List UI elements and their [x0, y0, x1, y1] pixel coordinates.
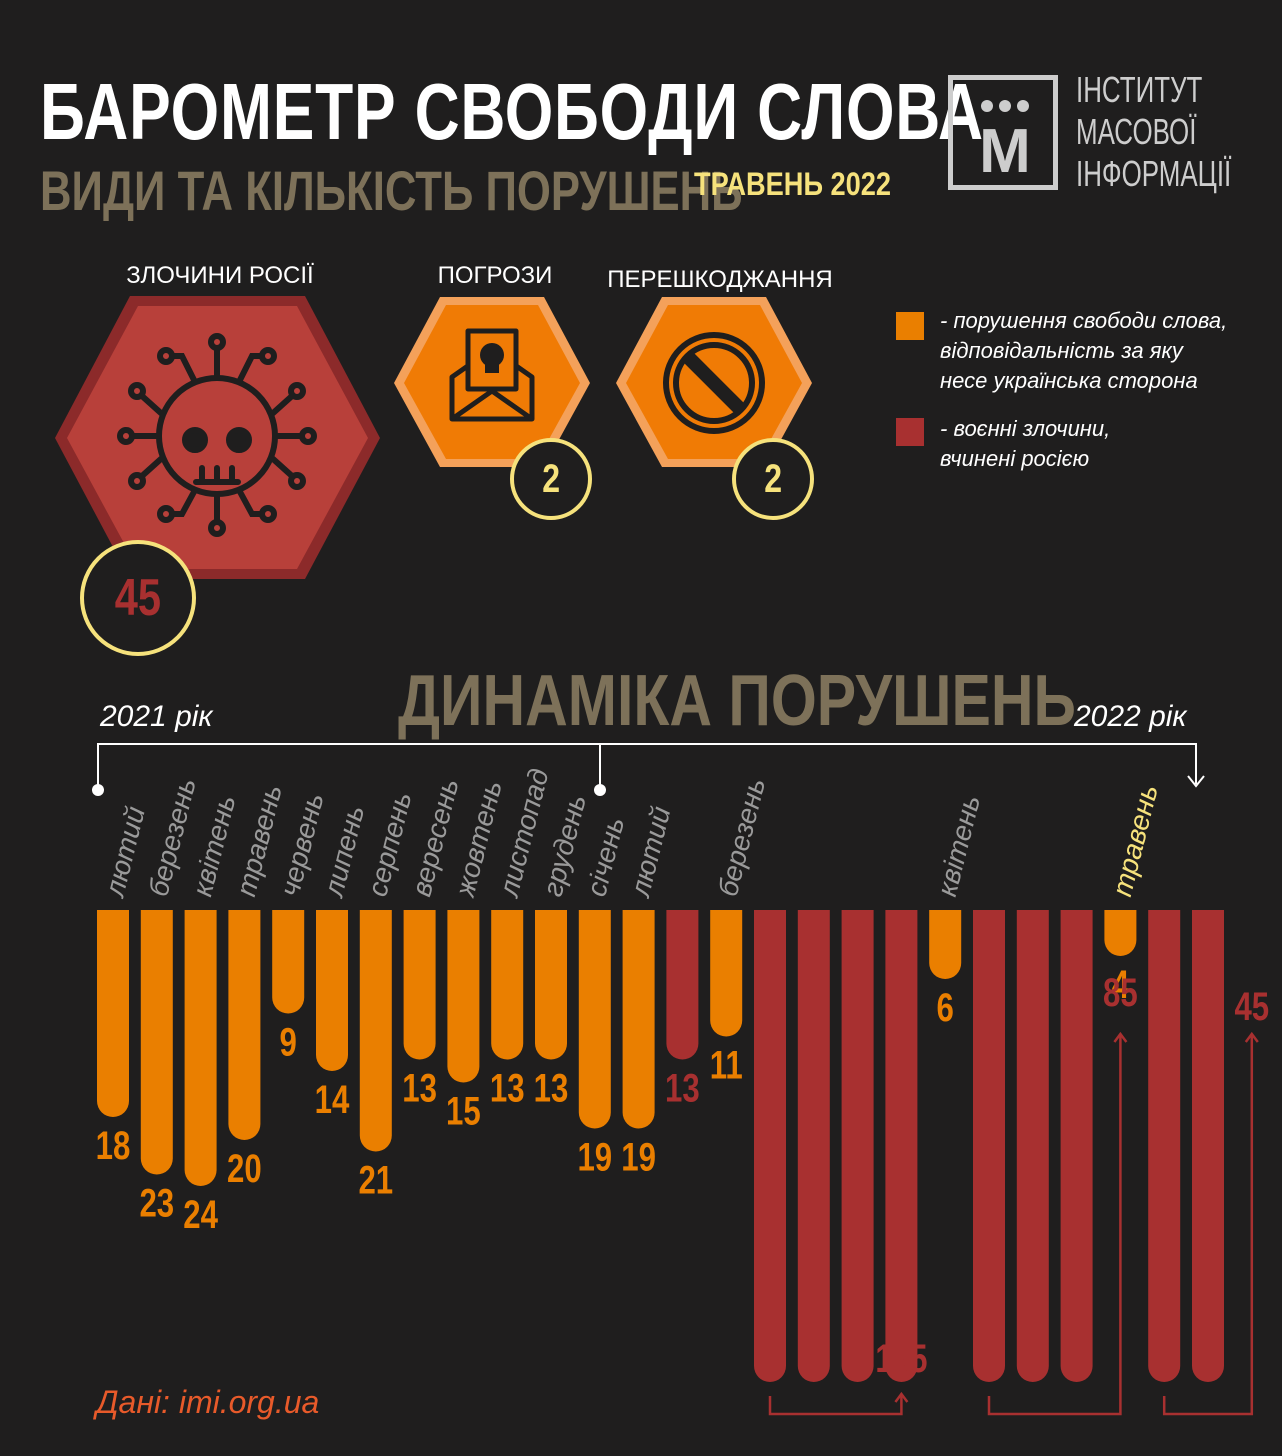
category-label-threats: ПОГРОЗИ — [437, 262, 553, 289]
legend-text-russia-2: вчинені росією — [940, 446, 1090, 471]
bar-value-label: 14 — [315, 1077, 350, 1122]
chart-bar — [140, 910, 173, 1175]
chart-bar — [973, 910, 1005, 1382]
category-label-obstruction: ПЕРЕШКОДЖАННЯ — [607, 266, 833, 293]
threats-count: 2 — [510, 438, 592, 520]
chart-bar — [403, 910, 436, 1060]
russia-crimes-count: 45 — [80, 540, 196, 656]
chart-bar — [797, 910, 830, 1382]
bar-value-label: 9 — [280, 1020, 297, 1065]
group-total-label: 85 — [1103, 970, 1138, 1015]
logo-line-1: ІНСТИТУТ — [1076, 69, 1203, 110]
year-end-label: 2022 рік — [1074, 700, 1187, 733]
group-arrow — [894, 1391, 909, 1403]
chart-bar — [228, 910, 261, 1140]
group-bracket — [768, 1396, 903, 1416]
legend-text-ukraine-3: несе українська сторона — [940, 368, 1198, 393]
bar-value-label: 13 — [534, 1066, 569, 1111]
bar-value-label: 6 — [937, 985, 954, 1030]
group-arrow — [1244, 1031, 1259, 1043]
page-subtitle: ВИДИ ТА КІЛЬКІСТЬ ПОРУШЕНЬ — [40, 159, 743, 222]
group-arrow — [1113, 1031, 1128, 1043]
month-label: квітень — [931, 792, 986, 900]
month-label: травень — [1106, 781, 1164, 899]
bar-value-label: 11 — [710, 1043, 743, 1088]
chart-bar — [622, 910, 655, 1129]
obstruction-count: 2 — [732, 438, 814, 520]
timeline-mid-dot — [594, 784, 606, 796]
bar-value-label: 13 — [665, 1066, 700, 1111]
skull-circuit-icon — [117, 333, 317, 537]
category-label-russia: ЗЛОЧИНИ РОСІЇ — [126, 262, 314, 289]
obstruction-hexagon — [616, 297, 812, 467]
legend-text-russia-1: - воєнні злочини, — [940, 416, 1111, 441]
logo-line-2: МАСОВОЇ — [1076, 111, 1197, 152]
month-label: березень — [712, 775, 771, 899]
bar-value-label: 23 — [139, 1181, 174, 1226]
bar-value-label: 13 — [402, 1066, 437, 1111]
bar-value-label: 19 — [577, 1135, 612, 1180]
month-label: січень — [581, 814, 631, 900]
group-total-label: 155 — [875, 1336, 927, 1381]
month-label: лютий — [624, 803, 677, 901]
legend-swatch-russia — [896, 418, 924, 446]
bar-value-label: 13 — [490, 1066, 525, 1111]
bar-value-label: 21 — [358, 1158, 393, 1203]
threat-envelope-icon — [449, 328, 535, 422]
chart-bar — [535, 910, 567, 1060]
logo-line-3: ІНФОРМАЦІЇ — [1076, 153, 1232, 194]
legend-text-ukraine-2: відповідальність за яку — [940, 338, 1183, 363]
bar-value-label: 4 — [1112, 962, 1129, 1007]
chart-bar — [666, 910, 699, 1060]
prohibited-icon — [663, 332, 765, 434]
chart-bar — [272, 910, 305, 1014]
chart-bar — [1060, 910, 1093, 1382]
group-bracket — [987, 1034, 1122, 1416]
russia-crimes-hexagon — [55, 296, 380, 579]
legend-swatch-ukraine — [896, 312, 924, 340]
data-source: Дані: imi.org.ua — [96, 1384, 320, 1420]
page-title: БАРОМЕТР СВОБОДИ СЛОВА — [40, 67, 984, 156]
imi-logo-mark-icon: М — [979, 100, 1031, 186]
timeline-start-dot — [92, 784, 104, 796]
chart-bar — [97, 910, 129, 1117]
bar-value-label: 18 — [96, 1123, 131, 1168]
chart-bar — [578, 910, 611, 1129]
chart-bar — [447, 910, 480, 1083]
year-start-label: 2021 рік — [100, 700, 213, 733]
logo-letter: М — [979, 117, 1031, 185]
timeline — [97, 743, 1205, 788]
chart-bar — [885, 910, 918, 1382]
chart-bar — [754, 910, 786, 1382]
period-label: ТРАВЕНЬ 2022 — [694, 166, 892, 202]
chart-bar — [1148, 910, 1181, 1382]
group-total-label: 45 — [1234, 984, 1269, 1029]
chart-bar — [841, 910, 874, 1382]
bar-value-label: 15 — [446, 1089, 481, 1134]
chart-bar — [1192, 910, 1224, 1382]
legend-text-ukraine-1: - порушення свободи слова, — [940, 308, 1228, 333]
chart-bar — [184, 910, 217, 1186]
group-bracket — [1162, 1034, 1254, 1416]
bar-value-label: 19 — [621, 1135, 656, 1180]
threats-hexagon — [394, 297, 590, 467]
dynamics-title: ДИНАМІКА ПОРУШЕНЬ — [398, 661, 1076, 741]
bar-value-label: 24 — [183, 1192, 218, 1237]
chart-bar — [1016, 910, 1049, 1383]
bar-value-label: 20 — [227, 1146, 262, 1191]
chart-bar — [1104, 910, 1137, 956]
chart-bar — [359, 910, 392, 1152]
chart-bar — [710, 910, 743, 1037]
chart-bar — [316, 910, 348, 1071]
chart-bar — [491, 910, 524, 1060]
imi-logo: М — [948, 75, 1058, 190]
chart-bar — [929, 910, 962, 979]
